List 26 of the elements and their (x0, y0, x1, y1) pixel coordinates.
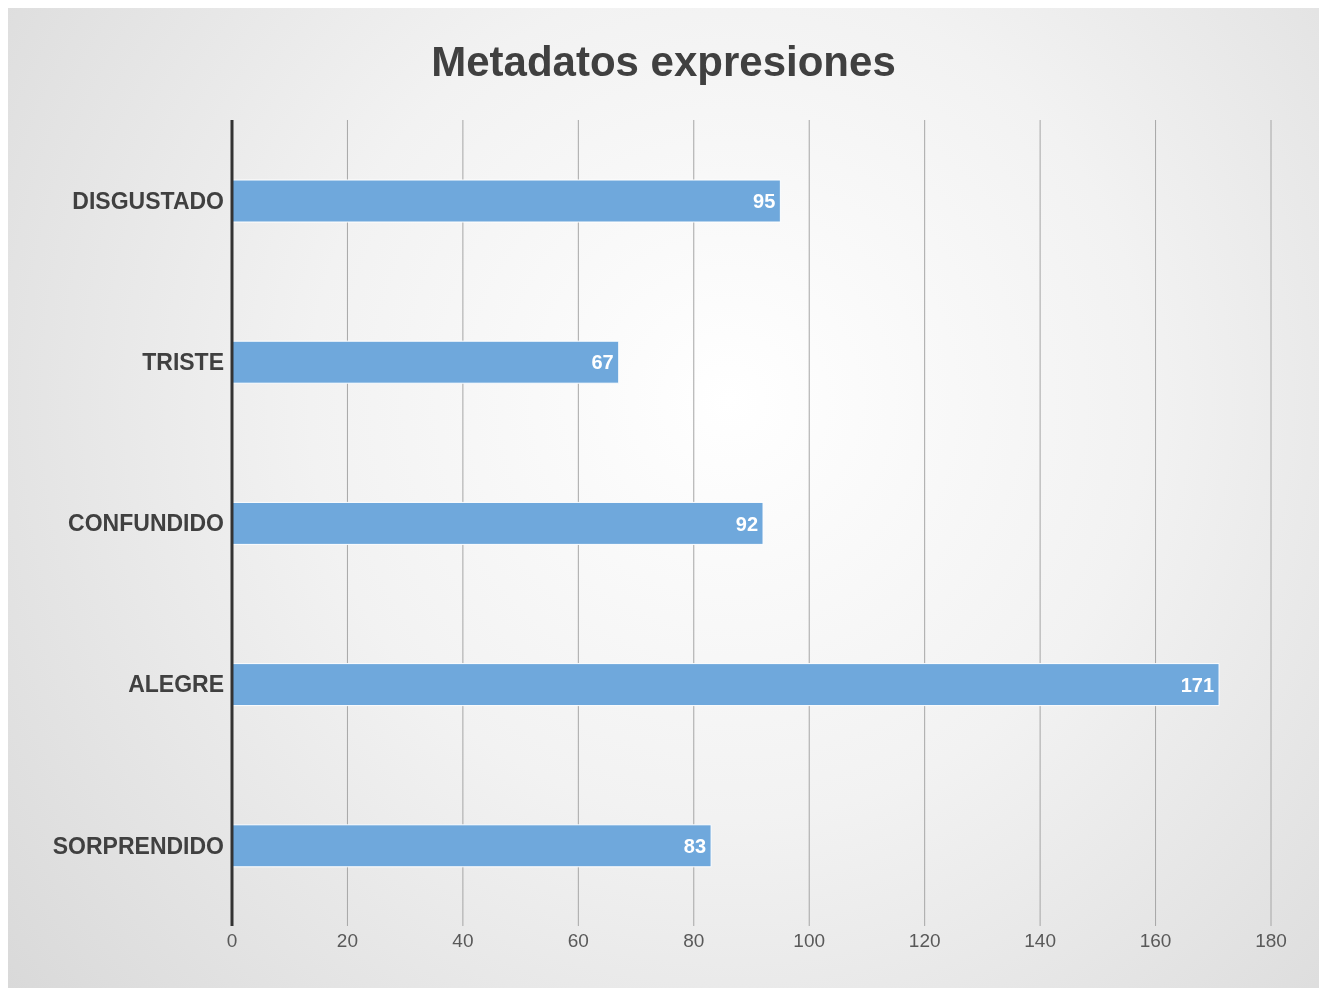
data-label: 92 (735, 512, 759, 535)
data-label: 83 (683, 834, 707, 857)
data-label: 95 (753, 190, 776, 213)
bar (232, 824, 712, 868)
y-tick-label: CONFUNDIDO (68, 510, 224, 537)
y-tick-label: SORPRENDIDO (52, 832, 224, 859)
data-label: 171 (1180, 673, 1215, 696)
chart-title: Metadatos expresiones (430, 38, 897, 86)
x-tick-label: 40 (452, 930, 474, 952)
x-tick-label: 80 (683, 930, 705, 952)
x-tick-label: 140 (1024, 930, 1056, 952)
y-tick-label: ALEGRE (128, 671, 224, 698)
x-tick-label: 20 (336, 930, 359, 952)
bar (232, 340, 620, 384)
x-tick-label: 180 (1255, 930, 1287, 952)
bar (232, 663, 1220, 707)
x-tick-label: 100 (793, 930, 826, 952)
y-tick-label: TRISTE (142, 348, 224, 375)
bar (232, 501, 764, 545)
x-tick-label: 0 (226, 930, 238, 952)
data-label: 67 (591, 351, 614, 374)
x-tick-label: 60 (567, 930, 589, 952)
x-tick-label: 160 (1139, 930, 1172, 952)
x-tick-label: 120 (908, 930, 941, 952)
bar (232, 179, 781, 223)
y-tick-label: DISGUSTADO (72, 187, 224, 214)
